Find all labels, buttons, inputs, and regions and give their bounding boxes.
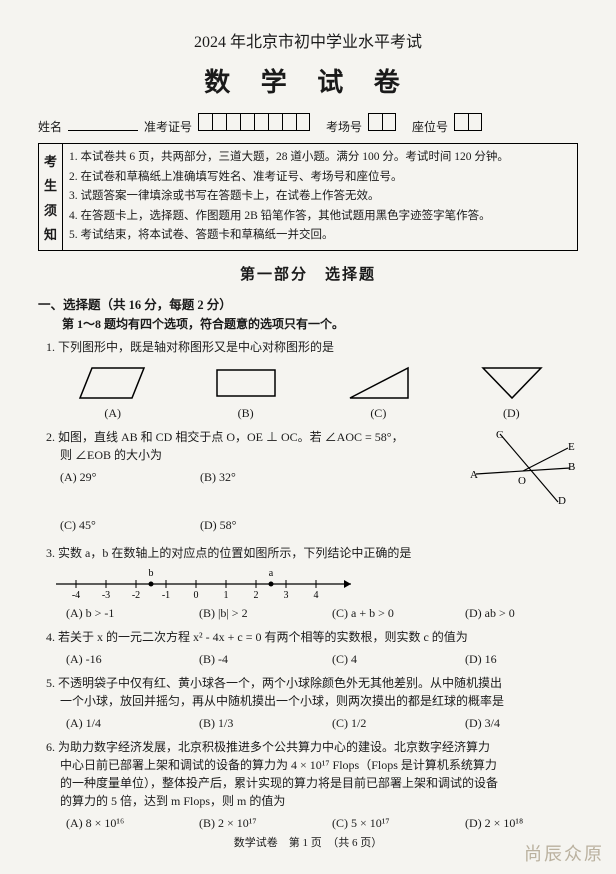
opt-label: (B) [238,404,254,422]
q6-opt: (C) 5 × 10¹⁷ [332,814,445,832]
svg-text:a: a [269,568,274,579]
section1-head: 一、选择题（共 16 分，每题 2 分） [38,294,578,313]
question-5: 5. 不透明袋子中仅有红、黄小球各一个，两个小球除颜色外无其他差别。从中随机摸出… [46,674,578,732]
q1-labels: (A) (B) (C) (D) [46,404,578,422]
room-label: 考场号 [326,118,362,135]
svg-text:0: 0 [194,590,199,600]
q5-opt: (D) 3/4 [465,714,578,732]
paper-title: 数 学 试 卷 [38,62,578,99]
svg-text:-1: -1 [162,590,170,600]
svg-text:D: D [558,495,566,506]
opt-label: (D) [503,404,520,422]
q3-numberline: -4 -3 -2 -1 0 1 2 3 4 b a [46,564,578,600]
right-triangle-icon [344,364,414,402]
svg-text:4: 4 [314,590,319,600]
q6-opt: (B) 2 × 10¹⁷ [199,814,312,832]
q3-opt: (D) ab > 0 [465,604,578,622]
question-3: 3. 实数 a，b 在数轴上的对应点的位置如图所示，下列结论中正确的是 -4 -… [46,544,578,622]
q3-text: 3. 实数 a，b 在数轴上的对应点的位置如图所示，下列结论中正确的是 [46,544,578,562]
instructions-side: 考 生 须 知 [39,144,63,250]
q1-text: 1. 下列图形中，既是轴对称图形又是中心对称图形的是 [46,340,334,354]
seat-label: 座位号 [412,118,448,135]
question-4: 4. 若关于 x 的一元二次方程 x² - 4x + c = 0 有两个相等的实… [46,628,578,668]
q5-opt: (A) 1/4 [66,714,179,732]
side-char: 须 [44,200,57,219]
q1-shapes [46,364,578,402]
svg-text:C: C [496,429,503,441]
name-label: 姓名 [38,118,62,135]
instructions-box: 考 生 须 知 1. 本试卷共 6 页，共两部分，三道大题，28 道小题。满分 … [38,143,578,251]
q5-line: 5. 不透明袋子中仅有红、黄小球各一个，两个小球除颜色外无其他差别。从中随机摸出 [46,674,578,692]
q4-opt: (B) -4 [199,650,312,668]
side-char: 生 [44,175,57,194]
ticket-label: 准考证号 [144,118,192,135]
q2-opt: (C) 45° [60,516,170,534]
instructions-list: 1. 本试卷共 6 页，共两部分，三道大题，28 道小题。满分 100 分。考试… [63,144,577,250]
q4-opt: (D) 16 [465,650,578,668]
q2-line: 2. 如图，直线 AB 和 CD 相交于点 O，OE ⊥ OC。若 ∠AOC =… [46,428,468,446]
rectangle-icon [211,364,281,402]
svg-text:-3: -3 [102,590,110,600]
q2-opt: (B) 32° [200,468,310,486]
q5-opt: (B) 1/3 [199,714,312,732]
q4-opt: (C) 4 [332,650,445,668]
svg-text:3: 3 [284,590,289,600]
q6-line: 的一种度量单位），整体投产后，累计实现的算力将是目前已部署上架和调试的设备 [60,774,578,792]
svg-text:b: b [149,568,154,579]
q6-line: 中心日前已部署上架和调试的设备的算力为 4 × 10¹⁷ Flops（Flops… [60,756,578,774]
svg-text:1: 1 [224,590,229,600]
q2-diagram: C E A O B D [468,428,578,506]
q2-opt: (D) 58° [200,516,310,534]
question-1: 1. 下列图形中，既是轴对称图形又是中心对称图形的是 (A) (B) (C) (… [46,338,578,422]
svg-text:O: O [518,475,526,487]
opt-label: (C) [370,404,386,422]
q2-line: 则 ∠EOB 的大小为 [60,446,468,464]
q5-line: 一个小球，放回并摇匀，再从中随机摸出一个小球，则两次摸出的都是红球的概率是 [60,692,578,710]
question-6: 6. 为助力数字经济发展，北京积极推进多个公共算力中心的建设。北京数字经济算力 … [46,738,578,832]
q6-opt: (D) 2 × 10¹⁸ [465,814,578,832]
room-boxes [368,113,396,131]
parallelogram-icon [78,364,148,402]
svg-text:-2: -2 [132,590,140,600]
svg-text:B: B [568,461,575,473]
svg-text:A: A [470,469,478,481]
instruction-line: 1. 本试卷共 6 页，共两部分，三道大题，28 道小题。满分 100 分。考试… [69,148,571,168]
instruction-line: 5. 考试结束，将本试卷、答题卡和草稿纸一并交回。 [69,226,571,246]
header-year: 2024 年北京市初中学业水平考试 [38,28,578,52]
section1-sub: 第 1～8 题均有四个选项，符合题意的选项只有一个。 [62,315,578,332]
q3-opt: (B) |b| > 2 [199,604,312,622]
q3-opt: (A) b > -1 [66,604,179,622]
opt-label: (A) [104,404,121,422]
q6-opt: (A) 8 × 10¹⁶ [66,814,179,832]
q4-text: 4. 若关于 x 的一元二次方程 x² - 4x + c = 0 有两个相等的实… [46,628,578,646]
q6-line: 6. 为助力数字经济发展，北京积极推进多个公共算力中心的建设。北京数字经济算力 [46,738,578,756]
svg-text:2: 2 [254,590,259,600]
svg-text:E: E [568,441,575,453]
q6-line: 的算力的 5 倍，达到 m Flops，则 m 的值为 [60,792,578,810]
question-2: 2. 如图，直线 AB 和 CD 相交于点 O，OE ⊥ OC。若 ∠AOC =… [46,428,578,540]
q5-opt: (C) 1/2 [332,714,445,732]
seat-boxes [454,113,482,131]
name-blank [68,117,138,131]
instruction-line: 3. 试题答案一律填涂或书写在答题卡上，在试卷上作答无效。 [69,187,571,207]
ticket-boxes [198,113,310,131]
q2-opt: (A) 29° [60,468,170,486]
q3-opt: (C) a + b > 0 [332,604,445,622]
instruction-line: 4. 在答题卡上，选择题、作图题用 2B 铅笔作答，其他试题用黑色字迹签字笔作答… [69,207,571,227]
side-char: 知 [44,224,57,243]
candidate-info-row: 姓名 准考证号 考场号 座位号 [38,113,578,135]
side-char: 考 [44,151,57,170]
part-title: 第一部分 选择题 [38,263,578,284]
svg-text:-4: -4 [72,590,80,600]
q4-opt: (A) -16 [66,650,179,668]
watermark: 尚辰众原 [524,840,604,866]
instruction-line: 2. 在试卷和草稿纸上准确填写姓名、准考证号、考场号和座位号。 [69,168,571,188]
down-triangle-icon [477,364,547,402]
